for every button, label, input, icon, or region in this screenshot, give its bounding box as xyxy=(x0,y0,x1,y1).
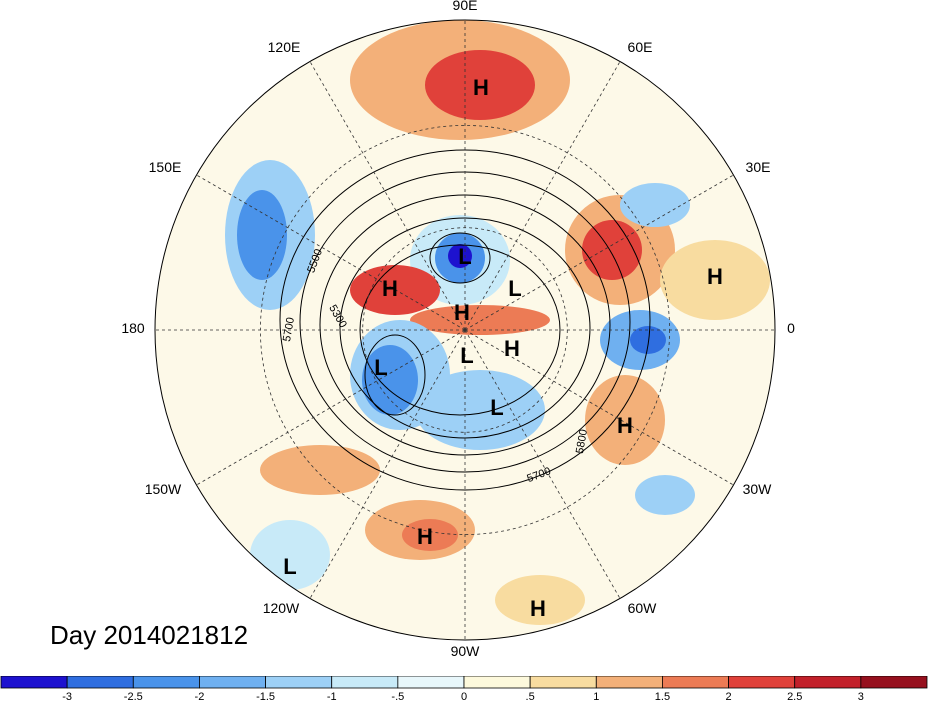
colorbar-tick-label: -3 xyxy=(62,691,72,702)
low-pressure-label: L xyxy=(458,244,471,269)
colorbar-tick-label: -1.5 xyxy=(256,691,275,702)
longitude-label: 120E xyxy=(268,39,301,55)
low-pressure-label: L xyxy=(490,395,503,420)
colorbar-box xyxy=(265,676,333,689)
colorbar-tick-label: -2 xyxy=(195,691,205,702)
longitude-label: 150W xyxy=(145,481,182,497)
colorbar-tick-label: 2 xyxy=(726,691,732,702)
graticule xyxy=(155,20,775,640)
meridian-line xyxy=(464,329,621,599)
low-pressure-label: L xyxy=(374,355,387,380)
colorbar: -3 -2.5 -2 -1.5 -1 -.5 0 .5 1 1.5 2 2.5 3 xyxy=(0,676,928,702)
longitude-label: 60E xyxy=(628,39,653,55)
contour-value-label: 5800 xyxy=(574,428,590,454)
colorbar-box xyxy=(0,676,68,689)
anomaly-shading xyxy=(225,20,770,625)
polar-stereographic-map: 90E 60E 30E 0 30W 60W 90W 120W 150W 180 150E 120E 5… xyxy=(121,0,795,659)
high-pressure-label: H xyxy=(473,75,489,100)
colorbar-box xyxy=(595,676,663,689)
low-pressure-label: L xyxy=(460,343,473,368)
colorbar-tick-label: 1 xyxy=(593,691,599,702)
low-pressure-label: L xyxy=(283,554,296,579)
colorbar-box xyxy=(662,676,729,689)
colorbar-tick-label: 1.5 xyxy=(655,691,670,702)
meridian-line xyxy=(309,329,466,599)
date-title: Day 2014021812 xyxy=(50,620,249,650)
low-pressure-label: L xyxy=(508,276,521,301)
colorbar-tick-label: 2.5 xyxy=(787,691,802,702)
longitude-label: 90W xyxy=(451,643,481,659)
colorbar-boxes xyxy=(0,676,928,689)
colorbar-box xyxy=(397,676,465,689)
colorbar-tick-label: .5 xyxy=(526,691,535,702)
colorbar-box xyxy=(463,676,531,689)
longitude-label: 30E xyxy=(746,159,771,175)
longitude-label: 60W xyxy=(628,600,658,616)
meridian-line xyxy=(196,174,466,331)
colorbar-tick-label: 3 xyxy=(858,691,864,702)
longitude-label: 30W xyxy=(743,481,773,497)
contour-value-label: 5700 xyxy=(281,316,297,342)
high-pressure-label: H xyxy=(707,264,723,289)
colorbar-tick-label: -.5 xyxy=(391,691,404,702)
colorbar-tick-label: 0 xyxy=(461,691,467,702)
colorbar-tick-labels: -3 -2.5 -2 -1.5 -1 -.5 0 .5 1 1.5 2 2.5 3 xyxy=(62,691,864,702)
high-pressure-label: H xyxy=(382,276,398,301)
longitude-labels: 90E 60E 30E 0 30W 60W 90W 120W 150W 180 150E 120E xyxy=(121,0,795,659)
colorbar-box xyxy=(331,676,399,689)
colorbar-box xyxy=(728,676,796,689)
longitude-label: 0 xyxy=(787,320,795,336)
high-pressure-label: H xyxy=(504,336,520,361)
high-pressure-label: H xyxy=(617,413,633,438)
colorbar-box xyxy=(860,676,928,689)
high-pressure-label: H xyxy=(454,300,470,325)
meridian-line xyxy=(309,61,466,331)
map-boundary xyxy=(154,19,776,641)
meridian-line xyxy=(464,174,734,331)
longitude-label: 180 xyxy=(121,320,145,336)
colorbar-box xyxy=(794,676,862,689)
colorbar-tick-label: -2.5 xyxy=(124,691,143,702)
colorbar-box xyxy=(66,676,134,689)
meridian-line xyxy=(464,61,621,331)
longitude-label: 120W xyxy=(263,600,300,616)
high-pressure-label: H xyxy=(530,596,546,621)
longitude-label: 90E xyxy=(453,0,478,13)
colorbar-box xyxy=(199,676,266,689)
meridian-line xyxy=(464,329,734,486)
colorbar-box xyxy=(132,676,200,689)
high-pressure-label: H xyxy=(417,524,433,549)
colorbar-box xyxy=(529,676,597,689)
meridian-line xyxy=(196,329,466,486)
longitude-label: 150E xyxy=(149,159,182,175)
colorbar-tick-label: -1 xyxy=(327,691,337,702)
